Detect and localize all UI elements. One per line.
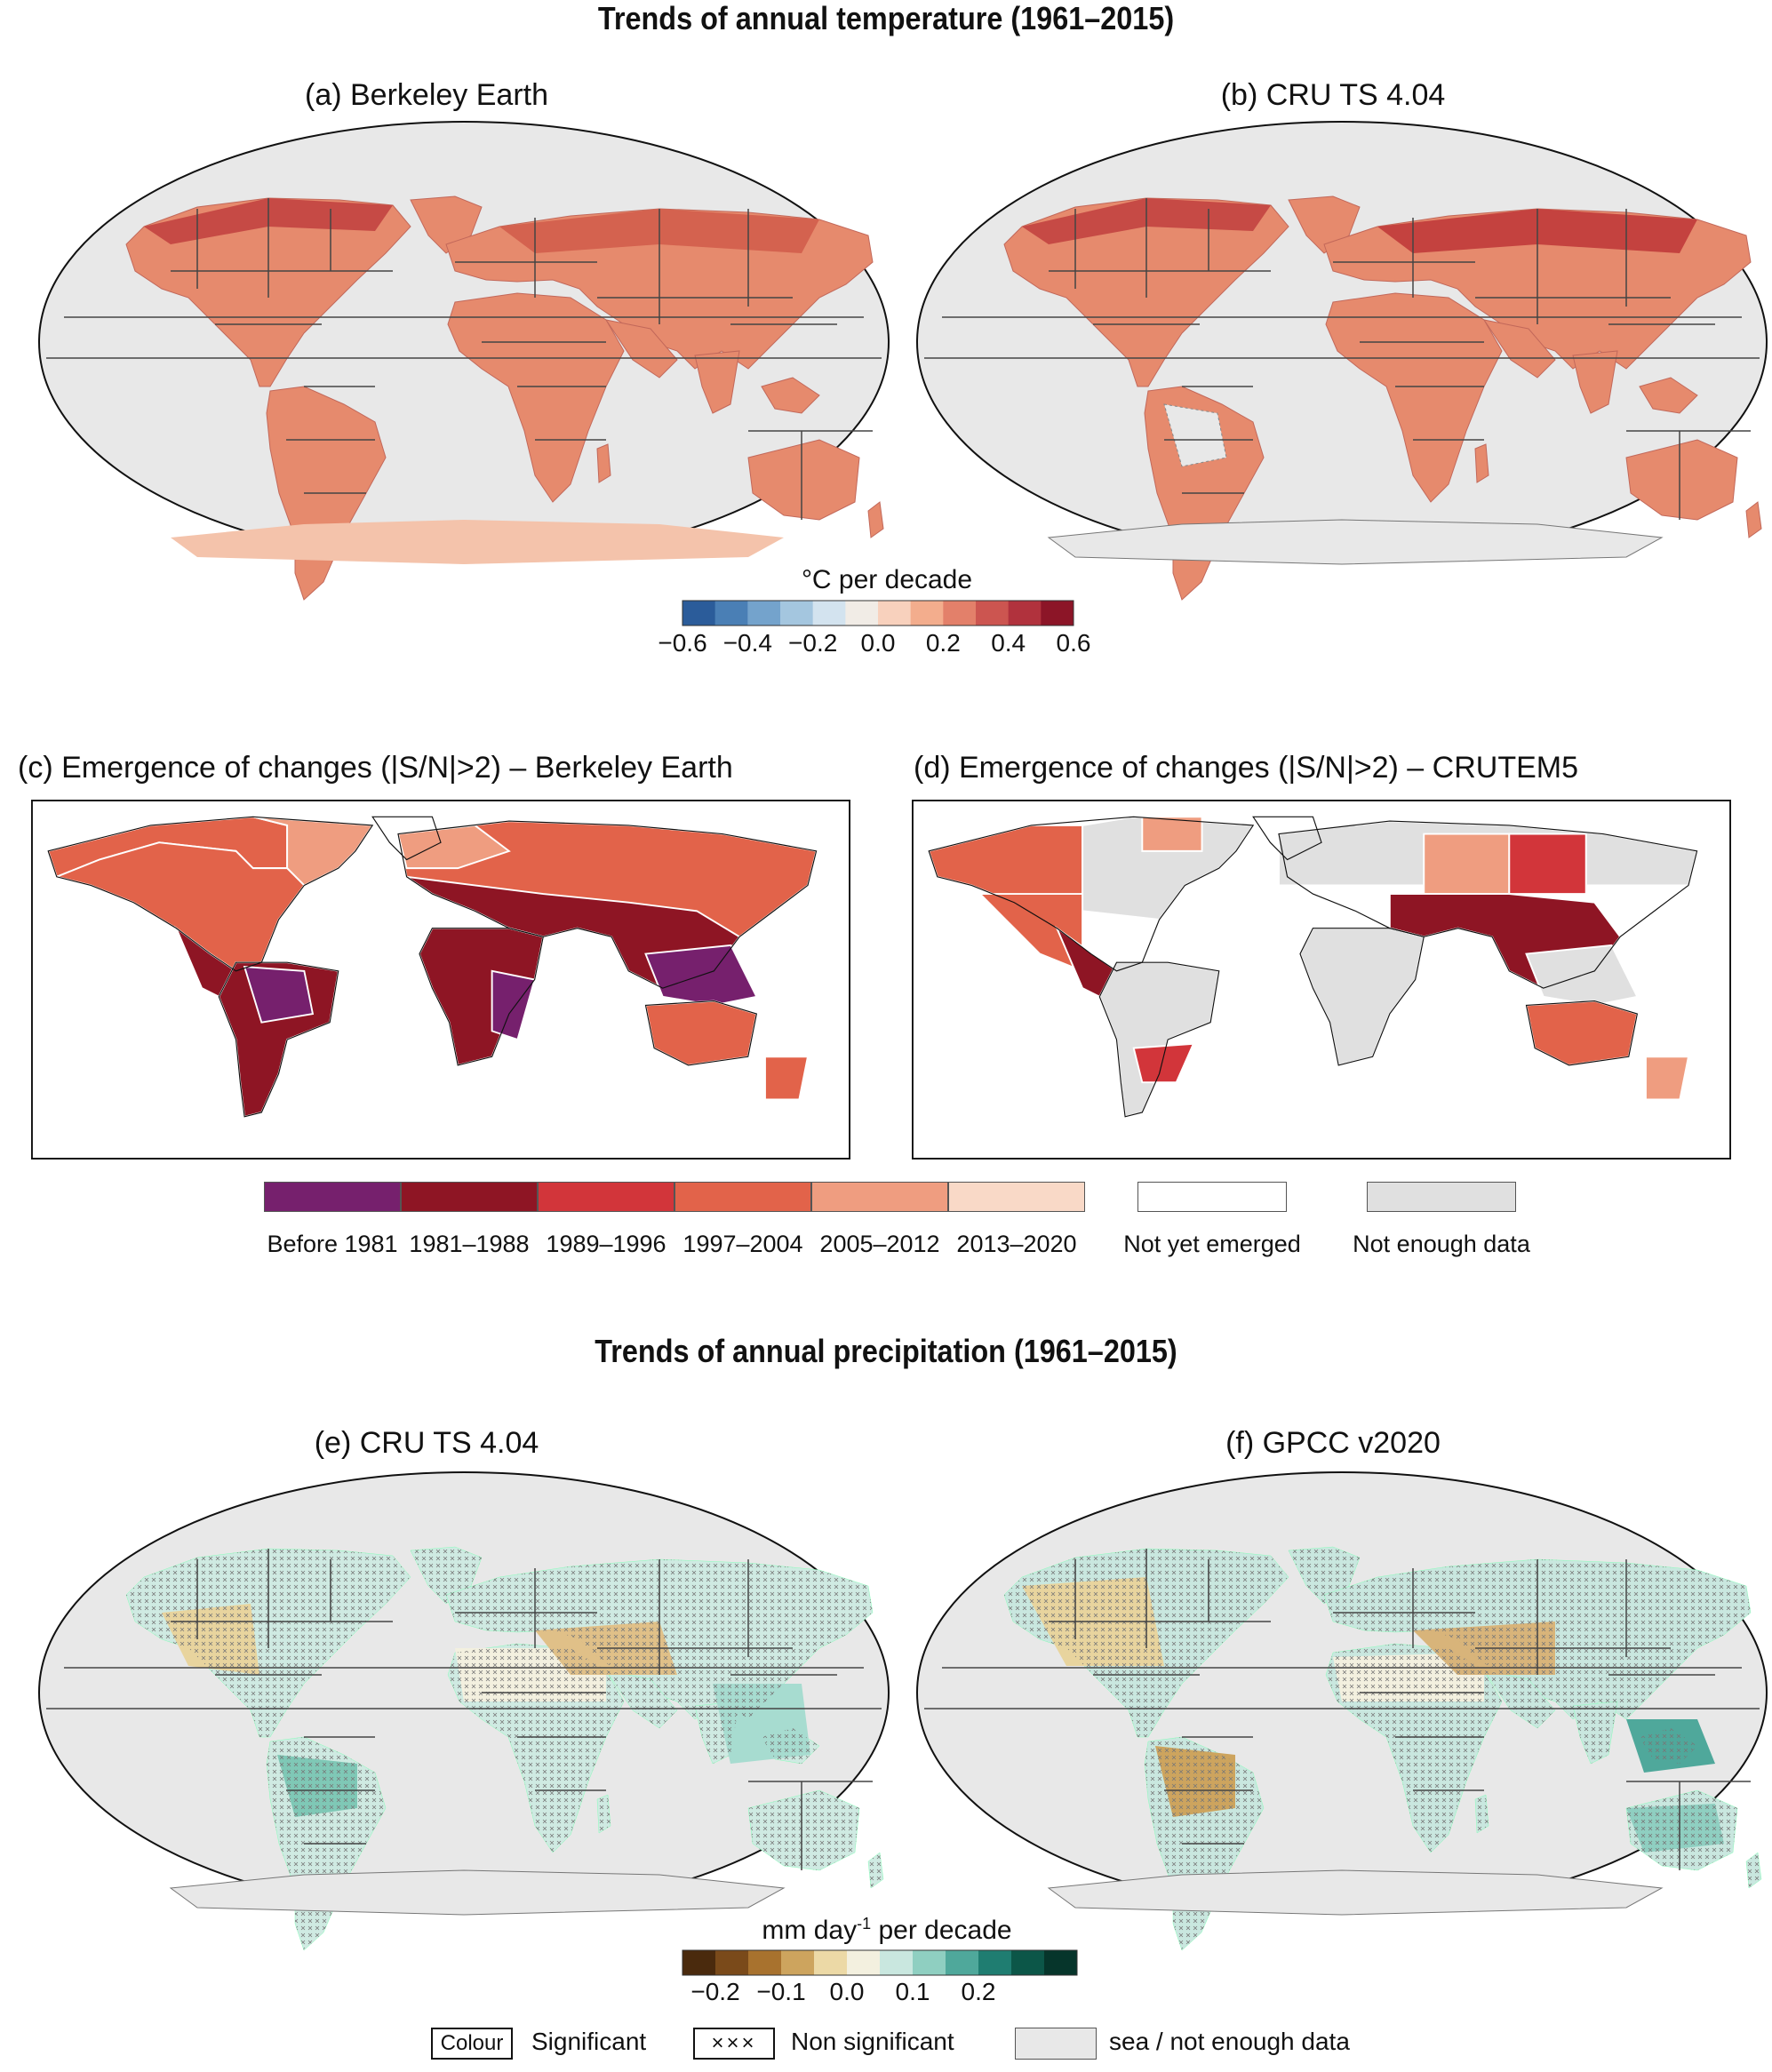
emergence-label: 1981–1988 bbox=[409, 1231, 530, 1257]
not-enough-data-swatch bbox=[1367, 1182, 1516, 1212]
colour-box: Colour bbox=[431, 2028, 513, 2060]
emergence-swatch bbox=[538, 1182, 674, 1212]
colorbar-segment bbox=[682, 1950, 716, 1975]
map-panel-b bbox=[916, 121, 1768, 601]
colorbar-segment bbox=[682, 601, 716, 626]
not-enough-data-label: Not enough data bbox=[1353, 1231, 1530, 1257]
colorbar-tick-label: 0.0 bbox=[829, 1978, 865, 2005]
colorbar-tick-label: −0.4 bbox=[722, 629, 772, 657]
colorbar-tick-label: 0.2 bbox=[961, 1978, 996, 2005]
colorbar-segment bbox=[845, 601, 879, 626]
colorbar-tick-label: −0.2 bbox=[788, 629, 838, 657]
non-significant-label: Non significant bbox=[791, 2028, 954, 2055]
colorbar-segment bbox=[847, 1950, 881, 1975]
temp-colorbar bbox=[682, 600, 1074, 626]
colorbar-segment bbox=[913, 1950, 946, 1975]
emergence-label: 1989–1996 bbox=[546, 1231, 666, 1257]
colorbar-segment bbox=[814, 1950, 848, 1975]
panel-f-title: (f) GPCC v2020 bbox=[1225, 1426, 1441, 1460]
colorbar-segment bbox=[747, 601, 781, 626]
colorbar-segment bbox=[1044, 1950, 1078, 1975]
colorbar-segment bbox=[715, 1950, 749, 1975]
colorbar-segment bbox=[946, 1950, 979, 1975]
emergence-label: 2005–2012 bbox=[819, 1231, 940, 1257]
colorbar-segment bbox=[943, 601, 977, 626]
colorbar-tick-label: 0.1 bbox=[895, 1978, 930, 2005]
emergence-swatch bbox=[948, 1182, 1085, 1212]
map-panel-a bbox=[38, 121, 890, 601]
colorbar-segment bbox=[748, 1950, 782, 1975]
sea-box bbox=[1015, 2028, 1097, 2060]
colorbar-tick-label: 0.6 bbox=[1056, 629, 1091, 657]
emergence-label: Before 1981 bbox=[267, 1231, 398, 1257]
colorbar-segment bbox=[714, 601, 748, 626]
emergence-swatch bbox=[264, 1182, 401, 1212]
colorbar-segment bbox=[910, 601, 944, 626]
colorbar-tick-label: −0.2 bbox=[690, 1978, 740, 2005]
panel-d-title: (d) Emergence of changes (|S/N|>2) – CRU… bbox=[914, 751, 1578, 785]
panel-e-title: (e) CRU TS 4.04 bbox=[314, 1426, 539, 1460]
colorbar-segment bbox=[880, 1950, 914, 1975]
colorbar-tick-label: −0.6 bbox=[658, 629, 707, 657]
colorbar-segment bbox=[1008, 601, 1042, 626]
map-panel-d bbox=[912, 800, 1731, 1160]
colorbar-segment bbox=[780, 601, 814, 626]
colorbar-tick-label: −0.1 bbox=[756, 1978, 806, 2005]
panel-b-title: (b) CRU TS 4.04 bbox=[1220, 78, 1446, 112]
colorbar-segment bbox=[878, 601, 912, 626]
map-panel-c bbox=[31, 800, 850, 1160]
significant-label: Significant bbox=[531, 2028, 647, 2055]
colorbar-segment bbox=[978, 1950, 1012, 1975]
emergence-swatch bbox=[811, 1182, 948, 1212]
colorbar-tick-label: 0.0 bbox=[860, 629, 896, 657]
colorbar-tick-label: 0.4 bbox=[991, 629, 1026, 657]
colorbar-segment bbox=[1041, 601, 1074, 626]
sea-label: sea / not enough data bbox=[1109, 2028, 1350, 2055]
precip-colorbar-title: mm day-1 per decade bbox=[762, 1915, 1012, 1945]
temperature-heading: Trends of annual temperature (1961–2015) bbox=[597, 0, 1175, 36]
map-panel-e bbox=[38, 1471, 890, 1951]
colorbar-segment bbox=[976, 601, 1010, 626]
cross-box: ××× bbox=[693, 2028, 775, 2060]
emergence-label: 2013–2020 bbox=[956, 1231, 1077, 1257]
precipitation-heading: Trends of annual precipitation (1961–201… bbox=[595, 1333, 1177, 1369]
colorbar-segment bbox=[1011, 1950, 1045, 1975]
map-panel-f bbox=[916, 1471, 1768, 1951]
colorbar-segment bbox=[812, 601, 846, 626]
precip-colorbar bbox=[682, 1949, 1078, 1976]
colorbar-tick-label: 0.2 bbox=[925, 629, 961, 657]
temp-colorbar-title: °C per decade bbox=[801, 565, 973, 594]
emergence-swatch bbox=[674, 1182, 811, 1212]
not-yet-emerged-swatch bbox=[1137, 1182, 1287, 1212]
not-yet-emerged-label: Not yet emerged bbox=[1123, 1231, 1301, 1257]
colorbar-segment bbox=[781, 1950, 815, 1975]
emergence-label: 1997–2004 bbox=[682, 1231, 803, 1257]
panel-c-title: (c) Emergence of changes (|S/N|>2) – Ber… bbox=[18, 751, 733, 785]
emergence-swatch bbox=[401, 1182, 538, 1212]
panel-a-title: (a) Berkeley Earth bbox=[305, 78, 548, 112]
